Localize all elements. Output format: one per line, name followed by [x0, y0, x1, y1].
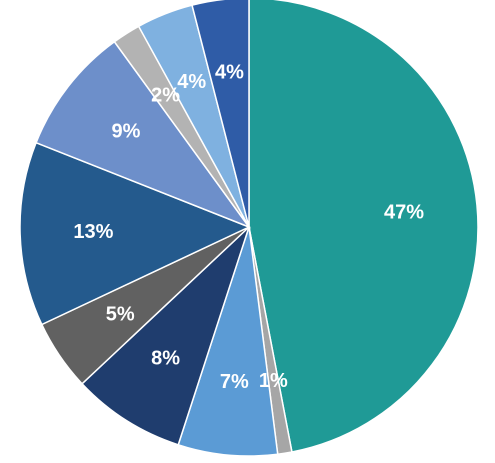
pie-slice-0 [248, 0, 479, 453]
pie-slice-9 [191, 0, 250, 228]
slice-label-7: 2% [151, 85, 180, 107]
slice-label-6: 9% [112, 121, 141, 143]
slice-label-4: 5% [106, 304, 135, 326]
pie-slice-6 [35, 40, 252, 229]
slice-label-3: 8% [151, 347, 180, 369]
pie-labels: 47%1%7%8%5%13%9%2%4% 4% [73, 62, 424, 394]
slice-label-9: 4% [215, 62, 244, 84]
slice-label-5: 13% [73, 221, 113, 243]
slice-label-2: 7% [220, 371, 249, 393]
slice-label-8: 4% [177, 71, 206, 93]
slice-label-1: 1% [259, 370, 288, 392]
slice-label-0: 47% [384, 201, 424, 223]
pie-slices [19, 0, 479, 457]
pie-slice-3 [81, 226, 250, 446]
pie-slice-5 [19, 141, 251, 326]
